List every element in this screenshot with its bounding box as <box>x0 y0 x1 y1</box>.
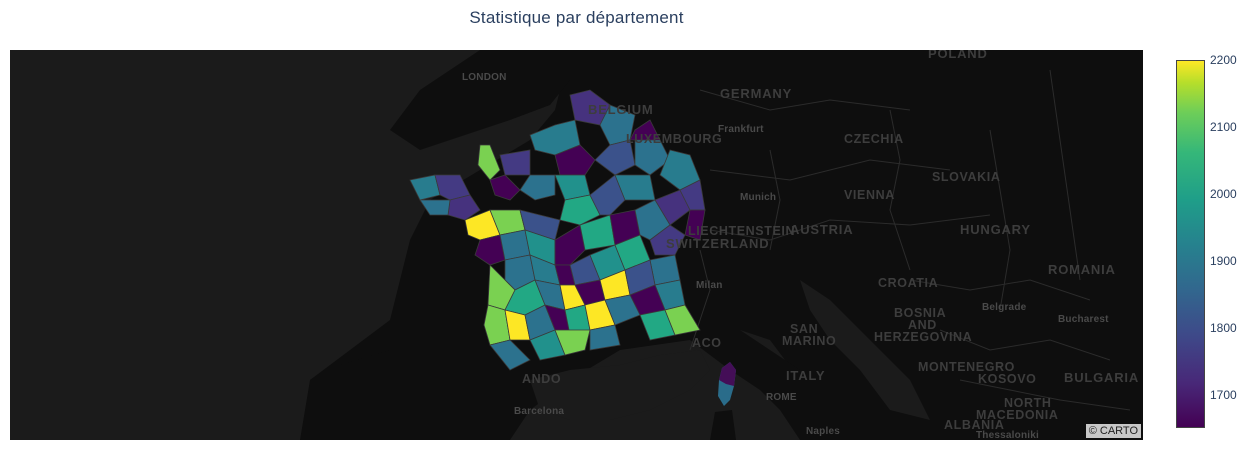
label-rome: ROME <box>766 392 797 403</box>
colorbar-tick-label: 2000 <box>1210 186 1237 201</box>
label-romania: ROMANIA <box>1048 262 1116 277</box>
colorbar-tick-label: 2100 <box>1210 119 1237 134</box>
label-luxembourg: LUXEMBOURG <box>626 132 723 146</box>
label-north: NORTH <box>1004 396 1052 410</box>
label-barcelona: Barcelona <box>514 406 565 417</box>
label-italy: ITALY <box>786 368 826 383</box>
france-departments <box>409 89 706 371</box>
chart-title: Statistique par département <box>469 8 684 27</box>
label-milan: Milan <box>696 280 723 291</box>
label-belgium: BELGIUM <box>588 102 654 117</box>
colorbar-tick-label: 1900 <box>1210 253 1237 268</box>
label-albania: ALBANIA <box>944 418 1005 432</box>
sea-gulf-of-lion <box>530 350 710 420</box>
label-vienna: VIENNA <box>844 188 895 202</box>
label-herzegovina: HERZEGOVINA <box>874 330 973 344</box>
label-london: LONDON <box>462 72 507 83</box>
land-britain <box>390 50 570 150</box>
map-area[interactable]: LONDON BELGIUM LUXEMBOURG GERMANY Frankf… <box>10 50 1143 440</box>
label-and: AND <box>908 318 937 332</box>
label-montenegro: MONTENEGRO <box>918 360 1015 374</box>
label-naples: Naples <box>806 426 840 437</box>
label-austria: AUSTRIA <box>790 222 854 237</box>
label-monaco: ACO <box>692 336 722 350</box>
label-san: SAN <box>790 322 819 336</box>
label-bucharest: Bucharest <box>1058 314 1109 325</box>
colorbar-tick-label: 2200 <box>1210 53 1237 67</box>
map-attribution[interactable]: © CARTO <box>1085 424 1141 438</box>
label-marino: MARINO <box>782 334 837 348</box>
label-belgrade: Belgrade <box>982 302 1027 313</box>
label-bosnia: BOSNIA <box>894 306 947 320</box>
label-macedonia: MACEDONIA <box>976 408 1059 422</box>
sea-adriatic <box>800 280 930 420</box>
land-europe <box>310 50 1143 440</box>
colorbar-tick-label: 1800 <box>1210 320 1237 335</box>
land-italy <box>690 320 850 440</box>
colorbar-tick-label: 1700 <box>1210 387 1237 402</box>
label-kosovo: KOSOVO <box>978 372 1037 386</box>
label-frankfurt: Frankfurt <box>718 124 764 135</box>
basemap <box>10 50 1143 440</box>
label-slovakia: SLOVAKIA <box>932 170 1001 184</box>
label-munich: Munich <box>740 192 777 203</box>
label-poland: POLAND <box>928 50 988 61</box>
label-hungary: HUNGARY <box>960 222 1031 237</box>
label-thessaloniki: Thessaloniki <box>976 430 1039 440</box>
colorbar <box>1176 60 1205 428</box>
label-liechtenstein: LIECHTENSTEIN <box>688 224 796 238</box>
label-switzerland: SWITZERLAND <box>666 236 770 251</box>
land-iberia <box>300 350 530 440</box>
label-andorra: ANDO <box>522 372 562 386</box>
label-germany: GERMANY <box>720 86 793 101</box>
label-croatia: CROATIA <box>878 276 939 290</box>
label-bulgaria: BULGARIA <box>1064 370 1140 385</box>
label-czechia: CZECHIA <box>844 132 904 146</box>
